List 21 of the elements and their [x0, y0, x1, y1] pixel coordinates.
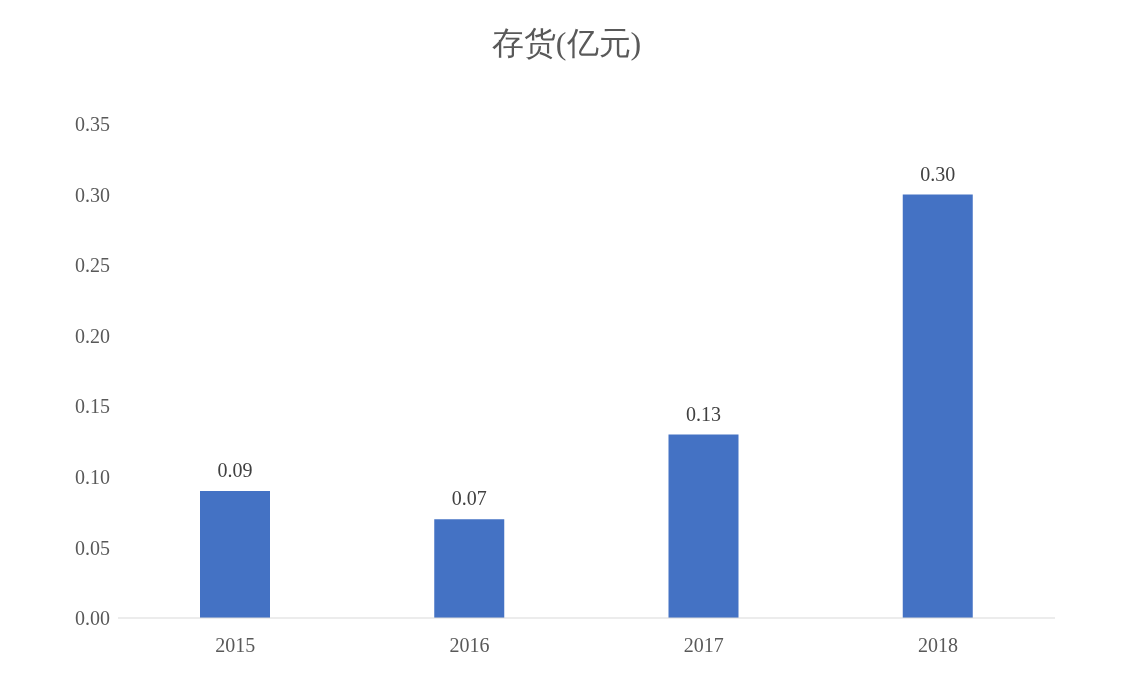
data-label: 0.13: [686, 402, 721, 425]
data-label: 0.30: [920, 162, 956, 185]
y-tick-label: 0.30: [75, 183, 110, 206]
y-tick-label: 0.10: [75, 465, 110, 488]
y-tick-label: 0.05: [75, 536, 110, 559]
bar: [902, 194, 973, 618]
data-label: 0.09: [217, 458, 253, 481]
y-tick-label: 0.35: [75, 113, 110, 136]
bar: [668, 434, 739, 618]
x-tick-label: 2018: [917, 634, 958, 657]
x-tick-label: 2016: [449, 634, 490, 657]
y-tick-label: 0.15: [75, 395, 110, 418]
x-tick-label: 2015: [215, 634, 256, 657]
data-label: 0.07: [451, 487, 487, 510]
y-tick-label: 0.20: [75, 324, 110, 347]
y-tick-label: 0.00: [75, 607, 110, 630]
x-tick-label: 2017: [683, 634, 724, 657]
bar: [434, 519, 505, 618]
y-tick-label: 0.25: [75, 254, 110, 277]
chart-title: 存货(亿元): [490, 24, 643, 63]
bar: [200, 490, 270, 618]
